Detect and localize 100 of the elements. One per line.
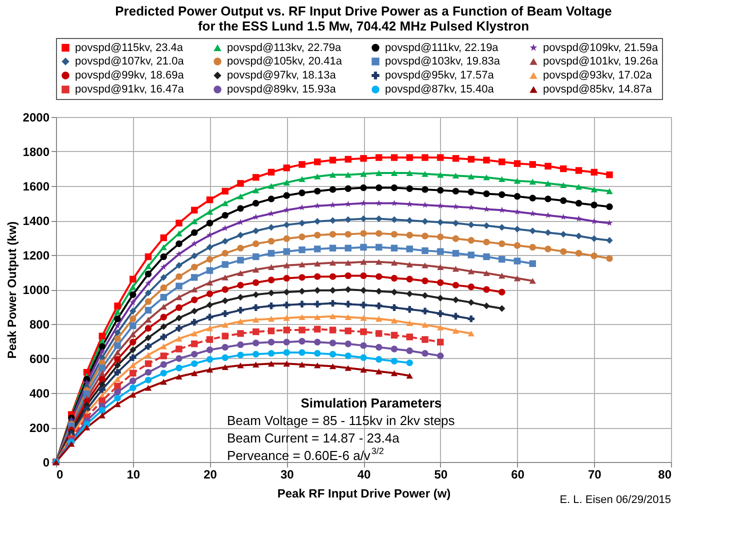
point [314, 314, 321, 320]
point [314, 287, 321, 294]
point [206, 196, 214, 204]
point [498, 256, 506, 263]
point [114, 401, 121, 408]
point [298, 176, 306, 182]
point [422, 154, 428, 161]
point [283, 248, 290, 255]
point [298, 338, 306, 345]
point [130, 384, 136, 392]
point [422, 278, 428, 284]
point [160, 294, 167, 301]
point [329, 172, 336, 178]
point [298, 262, 306, 268]
point [360, 215, 367, 222]
point [83, 390, 90, 398]
point [314, 300, 321, 308]
point [237, 256, 244, 264]
point [222, 212, 228, 219]
point [437, 234, 444, 240]
point [160, 284, 167, 292]
point [314, 326, 321, 333]
point [252, 240, 260, 248]
point [268, 276, 275, 284]
point [160, 264, 167, 270]
point [437, 154, 444, 161]
point [130, 291, 136, 298]
point [314, 273, 321, 280]
point [468, 330, 474, 336]
point [130, 331, 136, 338]
point [390, 244, 398, 252]
point [360, 258, 367, 265]
point [344, 185, 352, 192]
point [191, 286, 198, 292]
x-tick-label: 50 [434, 468, 448, 482]
point [298, 349, 306, 356]
point [483, 190, 490, 198]
point [222, 297, 228, 304]
legend-label: povspd@97kv, 18.13a [227, 70, 337, 82]
point [360, 200, 367, 206]
point [390, 170, 398, 176]
point [191, 229, 198, 236]
point [560, 197, 567, 204]
point [390, 216, 398, 223]
point [283, 315, 290, 321]
point [422, 247, 428, 254]
point [437, 294, 444, 302]
point [237, 244, 244, 252]
point [360, 302, 367, 308]
point [222, 188, 228, 195]
point [114, 322, 121, 328]
point [114, 382, 121, 390]
x-tick-label: 60 [511, 468, 525, 482]
point [390, 230, 398, 238]
point [130, 308, 136, 314]
point [452, 220, 460, 226]
point [406, 320, 413, 326]
point [268, 224, 275, 231]
point [268, 360, 275, 367]
point [314, 202, 321, 209]
point [498, 240, 506, 248]
chart-title: Predicted Power Output vs. RF Input Drive Power as a Function of Beam Voltage for the ESS Lund 1.5 Mw, 704.42 MHz Pulsed Klystron [115, 4, 612, 34]
point [298, 161, 306, 168]
point [98, 406, 106, 414]
point [390, 288, 398, 296]
point [206, 220, 214, 226]
point [437, 310, 444, 318]
point [314, 188, 321, 195]
point [422, 262, 428, 268]
point [329, 287, 336, 294]
point [606, 203, 613, 210]
point [314, 232, 321, 239]
point [252, 279, 260, 286]
point [590, 252, 598, 260]
point [222, 250, 228, 257]
point [237, 282, 244, 289]
point [176, 230, 182, 236]
point [206, 280, 214, 286]
point [406, 334, 413, 340]
point [329, 260, 336, 266]
point [160, 244, 167, 250]
point [130, 362, 136, 368]
point [560, 165, 567, 172]
point [452, 188, 460, 195]
point [329, 350, 336, 358]
point [160, 314, 167, 320]
point [130, 354, 136, 361]
point [130, 284, 136, 290]
point [468, 174, 474, 180]
point [206, 336, 214, 343]
point [237, 318, 244, 324]
point [191, 318, 198, 326]
point [283, 180, 290, 186]
point [222, 364, 228, 370]
point [422, 171, 428, 177]
point [283, 235, 290, 242]
point [437, 202, 444, 209]
point [329, 313, 336, 320]
point [98, 348, 106, 354]
point [114, 335, 121, 342]
